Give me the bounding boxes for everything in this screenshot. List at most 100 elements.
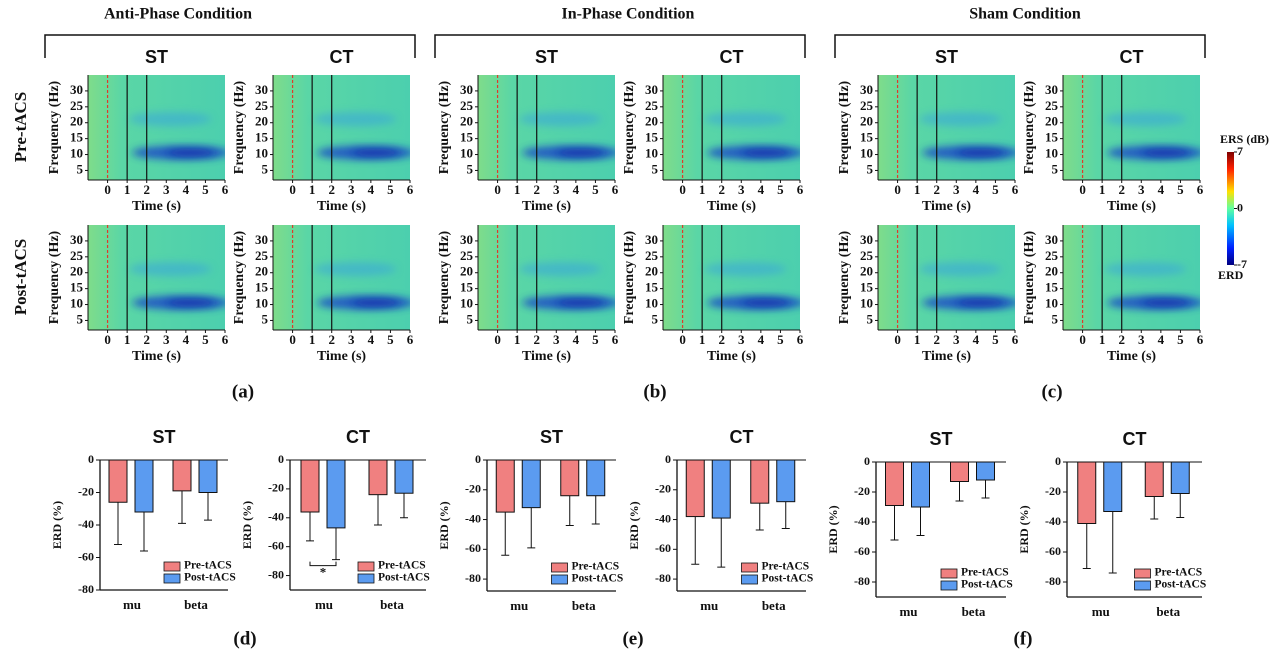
y-tick-label: -20	[465, 482, 481, 496]
error-bar	[332, 527, 340, 561]
mu-core	[351, 148, 401, 157]
y-tick-label: -40	[268, 510, 284, 524]
mu-core	[956, 148, 1006, 157]
legend-label: Pre-tACS	[184, 560, 232, 572]
y-tick-label: 5	[262, 161, 269, 176]
mu-core	[1141, 298, 1191, 307]
legend-label: Post-tACS	[378, 572, 430, 584]
panel-label: (b)	[643, 381, 666, 402]
y-axis-label: Frequency (Hz)	[437, 80, 452, 174]
y-tick-label: -20	[655, 482, 671, 496]
error-bar	[140, 512, 148, 552]
y-tick-label: 15	[1045, 280, 1059, 295]
spectrogram-bg	[478, 75, 615, 180]
y-tick-label: 10	[1045, 296, 1058, 311]
beta-band	[519, 112, 602, 127]
x-tick-label: 6	[222, 182, 229, 197]
y-tick-label: 20	[645, 264, 658, 279]
error-bar	[890, 505, 899, 541]
x-tick-label: 5	[592, 182, 599, 197]
y-tick-label: 0	[88, 452, 94, 466]
y-tick-label: 20	[860, 264, 873, 279]
x-tick-label: 5	[387, 332, 394, 347]
y-tick-label: -80	[655, 571, 671, 585]
x-tick-label: 6	[407, 332, 414, 347]
beta-band	[1104, 112, 1187, 127]
row-label: Post-tACS	[11, 239, 30, 316]
x-tick-label: 4	[183, 332, 190, 347]
error-bar	[178, 490, 186, 524]
y-tick-label: 20	[70, 114, 83, 129]
y-tick-label: 25	[645, 98, 659, 113]
error-bar	[306, 512, 314, 542]
error-bar	[755, 503, 764, 531]
spectrogram-image	[88, 225, 225, 330]
y-axis-label: Frequency (Hz)	[437, 230, 452, 324]
y-tick-label: 20	[1045, 114, 1058, 129]
bar	[1144, 461, 1164, 497]
y-tick-label: 25	[255, 248, 269, 263]
spectrogram-image	[88, 75, 225, 180]
chart-title: ST	[540, 427, 563, 447]
error-bar	[1150, 496, 1159, 520]
x-tick-label: mu	[700, 598, 718, 613]
x-tick-label: 4	[1158, 182, 1165, 197]
y-tick-label: 20	[255, 114, 268, 129]
x-tick-label: 5	[777, 182, 784, 197]
y-axis-label: Frequency (Hz)	[837, 80, 852, 174]
spectrogram-image	[878, 75, 1015, 180]
error-bar	[781, 501, 790, 529]
panel-label: (a)	[232, 381, 254, 402]
panel-label: (f)	[1014, 628, 1033, 649]
x-tick-label: 6	[1012, 182, 1019, 197]
y-tick-label: 15	[645, 280, 659, 295]
y-tick-label: 10	[255, 296, 268, 311]
chart-title: ST	[152, 427, 175, 447]
y-tick-label: 30	[645, 82, 658, 97]
error-bar	[691, 516, 700, 565]
y-tick-label: 15	[255, 280, 269, 295]
y-tick-label: 10	[255, 146, 268, 161]
spectrogram-image	[478, 225, 615, 330]
chart-title: CT	[730, 427, 754, 447]
x-tick-label: 4	[973, 332, 980, 347]
y-tick-label: -80	[268, 567, 284, 581]
y-tick-label: 30	[1045, 82, 1058, 97]
x-tick-label: 0	[1079, 332, 1086, 347]
x-tick-label: 3	[953, 182, 960, 197]
x-tick-label: 2	[1118, 182, 1125, 197]
y-tick-label: 25	[70, 98, 84, 113]
y-tick-label: -40	[465, 511, 481, 525]
y-axis-label: ERD (%)	[826, 505, 840, 553]
mu-core	[741, 148, 791, 157]
x-tick-label: 0	[289, 182, 296, 197]
y-tick-label: 15	[1045, 130, 1059, 145]
bar	[685, 459, 705, 518]
y-tick-label: -80	[465, 571, 481, 585]
colorbar	[1227, 152, 1234, 265]
y-tick-label: -60	[268, 538, 284, 552]
y-tick-label: 15	[70, 280, 84, 295]
x-tick-label: 0	[679, 332, 686, 347]
y-tick-label: -60	[854, 544, 870, 558]
y-tick-label: 30	[860, 82, 873, 97]
y-axis-label: ERD (%)	[50, 501, 64, 549]
x-tick-label: 5	[202, 332, 209, 347]
x-tick-label: mu	[510, 598, 528, 613]
y-tick-label: 20	[1045, 264, 1058, 279]
y-axis-label: Frequency (Hz)	[837, 230, 852, 324]
column-label: ST	[145, 47, 168, 67]
y-tick-label: 15	[460, 280, 474, 295]
error-bar	[501, 512, 510, 556]
y-tick-label: 25	[860, 98, 874, 113]
mu-core	[351, 298, 401, 307]
y-tick-label: 25	[1045, 248, 1059, 263]
x-tick-label: mu	[1092, 604, 1110, 619]
x-axis-label: Time (s)	[922, 199, 971, 214]
y-axis-label: ERD (%)	[627, 501, 641, 549]
x-tick-label: 1	[914, 182, 921, 197]
x-axis-label: Time (s)	[132, 349, 181, 364]
mu-core	[556, 298, 606, 307]
legend-label: Post-tACS	[961, 579, 1013, 591]
